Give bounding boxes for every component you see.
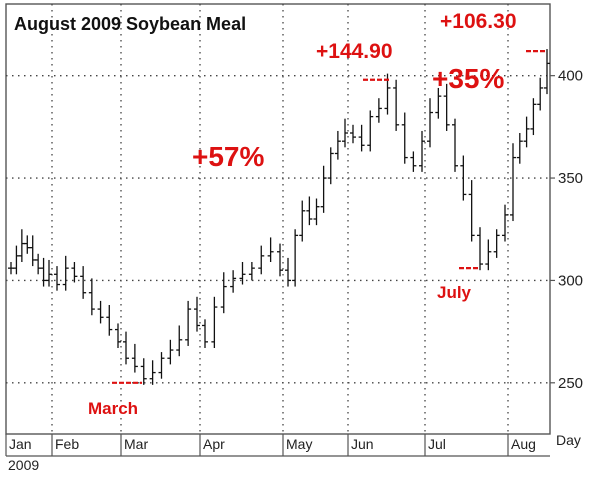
x-tick-label: Jul (428, 436, 446, 452)
x-tick-label: Jan (9, 436, 32, 452)
chart-title: August 2009 Soybean Meal (14, 14, 246, 34)
y-tick-label: 250 (558, 375, 583, 392)
x-tick-label: Apr (203, 436, 225, 452)
x-axis-label: Day (556, 432, 581, 448)
annotation-pct-35: +35% (432, 63, 504, 94)
plot-frame (5, 3, 551, 435)
x-axis: Jan Feb Mar Apr May Jun Jul Aug (5, 434, 536, 456)
annotation-july-low: July (437, 283, 472, 302)
marker-lines (112, 49, 547, 384)
annotation-aug-gain: +106.30 (440, 10, 517, 33)
y-tick-label: 350 (558, 170, 583, 187)
grid-layer (6, 4, 550, 434)
year-label: 2009 (8, 457, 39, 473)
y-axis: 250 300 350 400 (550, 68, 583, 392)
x-tick-label: Mar (124, 436, 148, 452)
price-bars (8, 49, 550, 385)
annotation-march-low: March (88, 399, 138, 418)
x-tick-label: Feb (55, 436, 79, 452)
y-tick-label: 300 (558, 272, 583, 289)
x-tick-label: May (286, 436, 312, 452)
y-tick-label: 400 (558, 68, 583, 85)
annotation-pct-57: +57% (192, 141, 264, 172)
x-tick-label: Aug (511, 436, 536, 452)
x-tick-label: Jun (351, 436, 374, 452)
annotation-june-gain: +144.90 (316, 40, 393, 63)
